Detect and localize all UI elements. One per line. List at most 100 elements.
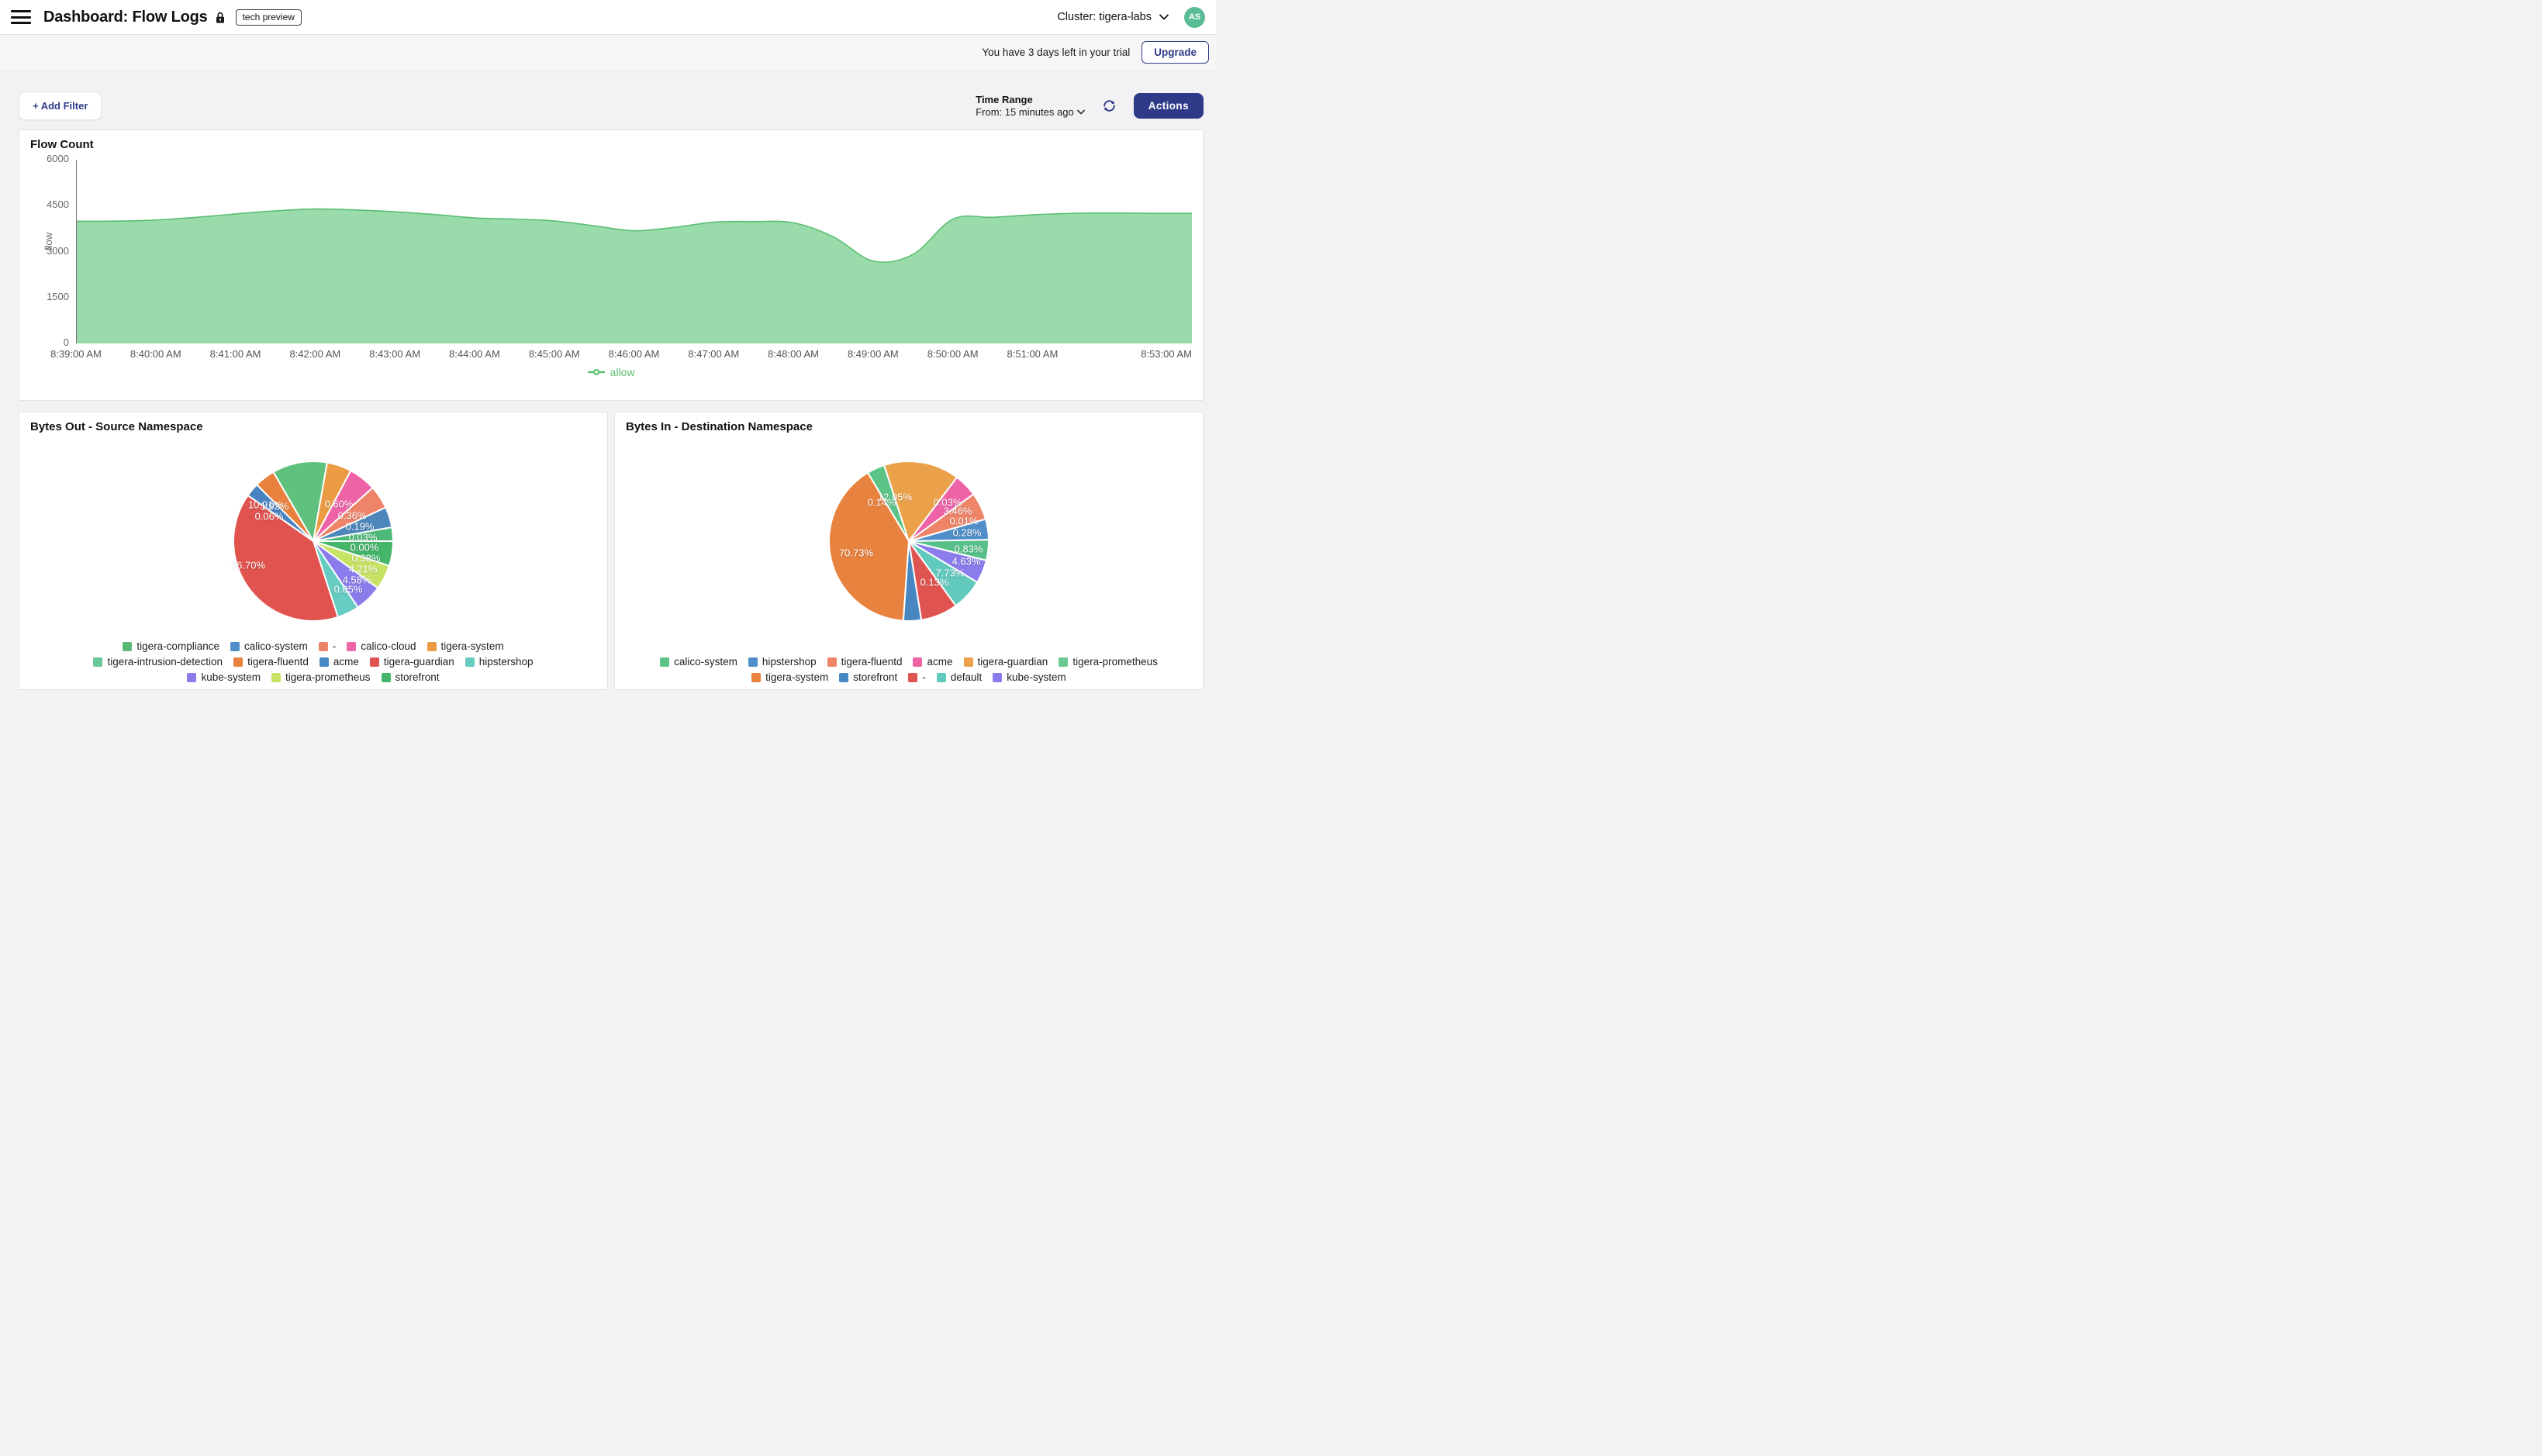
legend-label: hipstershop (478, 656, 534, 668)
y-tick-label: 3000 (47, 244, 69, 257)
legend-label: hipstershop (762, 656, 817, 668)
legend-swatch (93, 657, 103, 667)
x-tick-label: 8:39:00 AM (50, 348, 102, 360)
time-range-title: Time Range (976, 94, 1033, 105)
legend-item--[interactable]: - (318, 640, 336, 652)
legend-label: kube-system (201, 671, 261, 683)
legend-item-tigera-compliance[interactable]: tigera-compliance (123, 640, 219, 652)
x-tick-label: 8:51:00 AM (1007, 348, 1059, 360)
legend-label: acme (333, 656, 359, 668)
legend-item-kube-system[interactable]: kube-system (187, 671, 261, 683)
filter-toolbar: + Add Filter Time Range From: 15 minutes… (19, 91, 1204, 120)
avatar[interactable]: AS (1184, 6, 1205, 28)
trial-message: You have 3 days left in your trial (982, 47, 1131, 58)
legend-swatch (123, 641, 133, 651)
legend-item-calico-cloud[interactable]: calico-cloud (347, 640, 416, 652)
pie-slice-tigera-guardian[interactable] (883, 461, 958, 542)
legend-swatch (465, 657, 475, 667)
x-tick-label: 8:41:00 AM (209, 348, 261, 360)
time-range-selector[interactable]: Time Range From: 15 minutes ago (976, 94, 1085, 118)
trial-bar: You have 3 days left in your trial Upgra… (0, 35, 1216, 71)
legend-item-hipstershop[interactable]: hipstershop (748, 656, 817, 668)
legend-swatch (347, 641, 357, 651)
legend-swatch (993, 672, 1003, 682)
legend-item-tigera-system[interactable]: tigera-system (751, 671, 828, 683)
pie-slice-tigera-guardian[interactable] (233, 494, 339, 622)
lock-icon (214, 11, 226, 25)
pie-panels-row: Bytes Out - Source Namespace 10.91% 0.60%… (19, 412, 1204, 690)
legend-swatch (271, 672, 281, 682)
legend-item--[interactable]: - (908, 671, 926, 683)
bytes-out-legend: tigera-compliance calico-system - calico-cl… (19, 640, 607, 683)
legend-item-default[interactable]: default (936, 671, 982, 683)
legend-item-calico-system[interactable]: calico-system (230, 640, 308, 652)
legend-swatch (427, 641, 437, 651)
x-tick-label: 8:44:00 AM (449, 348, 500, 360)
legend-item-tigera-fluentd[interactable]: tigera-fluentd (233, 656, 309, 668)
legend-label: - (922, 671, 926, 683)
add-filter-button[interactable]: + Add Filter (19, 91, 102, 120)
legend-item-storefront[interactable]: storefront (839, 671, 897, 683)
legend-item-tigera-guardian[interactable]: tigera-guardian (369, 656, 454, 668)
legend-label: tigera-system (440, 640, 504, 652)
legend-item-tigera-prometheus[interactable]: tigera-prometheus (1059, 656, 1158, 668)
tech-preview-badge: tech preview (235, 9, 302, 26)
legend-swatch (839, 672, 849, 682)
pie-chart (828, 461, 990, 622)
legend-swatch (660, 657, 670, 667)
legend-item-tigera-guardian[interactable]: tigera-guardian (963, 656, 1048, 668)
legend-swatch (908, 672, 918, 682)
legend-label: tigera-prometheus (1072, 656, 1158, 668)
bytes-out-pie: 10.91% 0.60% 0.36% 0.19% 0.03% 0.00% 0.38% 4.21… (228, 456, 399, 626)
upgrade-button[interactable]: Upgrade (1141, 41, 1209, 64)
legend-swatch (369, 657, 379, 667)
legend-swatch (751, 672, 762, 682)
legend-item-hipstershop[interactable]: hipstershop (465, 656, 534, 668)
x-tick-label: 8:45:00 AM (528, 348, 580, 360)
legend-swatch (1059, 657, 1069, 667)
legend-label: allow (610, 366, 635, 378)
legend-item-tigera-fluentd[interactable]: tigera-fluentd (827, 656, 903, 668)
legend-item-tigera-intrusion-detection[interactable]: tigera-intrusion-detection (93, 656, 223, 668)
legend-label: tigera-fluentd (841, 656, 903, 668)
legend-item-kube-system[interactable]: kube-system (993, 671, 1066, 683)
pie-slice-tigera-system[interactable] (828, 471, 910, 622)
page-title: Dashboard: Flow Logs (43, 8, 208, 26)
legend-swatch (233, 657, 243, 667)
x-tick-label: 8:46:00 AM (608, 348, 660, 360)
legend-swatch (936, 672, 946, 682)
legend-swatch (319, 657, 329, 667)
pie-chart (233, 461, 395, 622)
legend-item-storefront[interactable]: storefront (381, 671, 440, 683)
legend-item-acme[interactable]: acme (913, 656, 953, 668)
chevron-down-icon (1076, 109, 1085, 115)
legend-swatch (963, 657, 973, 667)
y-tick-label: 1500 (47, 290, 69, 302)
legend-label: tigera-intrusion-detection (107, 656, 223, 668)
legend-label: tigera-guardian (383, 656, 454, 668)
legend-label: tigera-compliance (136, 640, 219, 652)
x-tick-label: 8:49:00 AM (847, 348, 899, 360)
refresh-button[interactable] (1102, 98, 1117, 113)
legend-item-acme[interactable]: acme (319, 656, 359, 668)
legend-item-tigera-system[interactable]: tigera-system (427, 640, 504, 652)
pie-slice-tigera-compliance[interactable] (272, 461, 328, 542)
legend-item-tigera-prometheus[interactable]: tigera-prometheus (271, 671, 371, 683)
actions-button[interactable]: Actions (1133, 93, 1204, 119)
x-tick-label: 8:43:00 AM (369, 348, 421, 360)
pie-slice-tigera-fluentd[interactable] (256, 471, 314, 542)
y-tick-label: 4500 (47, 198, 69, 211)
bytes-in-pie: 0.14% 12.05% 0.03% 3.46% 0.01% 0.28% 0.83% 4.63… (824, 456, 994, 626)
legend-item-allow[interactable]: allow (19, 366, 1203, 378)
legend-item-calico-system[interactable]: calico-system (660, 656, 737, 668)
line-series-icon (587, 368, 605, 376)
menu-icon[interactable] (11, 9, 31, 25)
legend-swatch (230, 641, 240, 651)
app-header: Dashboard: Flow Logs tech preview Cluste… (0, 0, 1216, 35)
legend-label: calico-system (674, 656, 737, 668)
time-range-value: From: 15 minutes ago (976, 106, 1074, 118)
x-tick-label: 8:42:00 AM (289, 348, 341, 360)
cluster-selector[interactable]: Cluster: tigera-labs (1057, 11, 1169, 23)
legend-swatch (913, 657, 923, 667)
legend-row: tigera-compliance calico-system - calico-cl… (19, 640, 607, 652)
